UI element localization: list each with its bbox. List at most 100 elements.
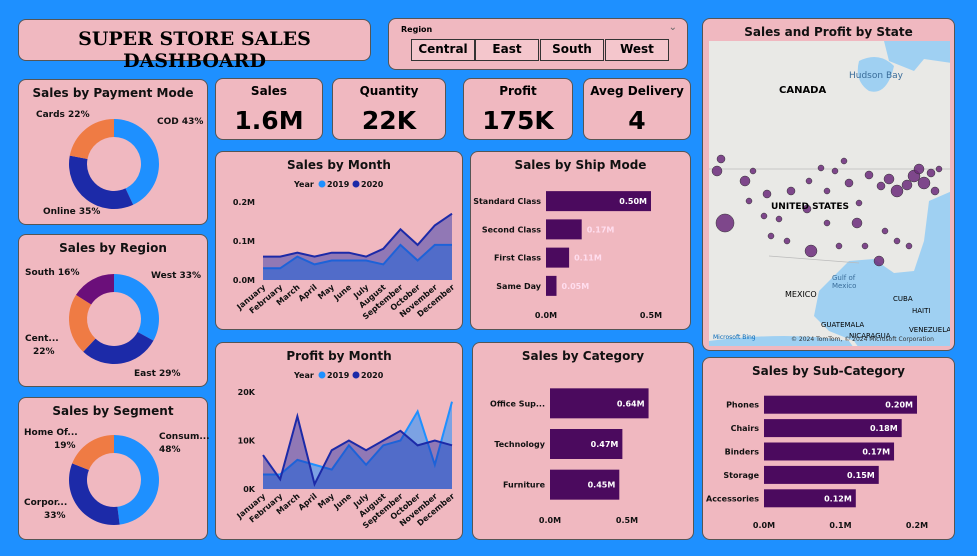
- line-series-2020[interactable]: [262, 412, 453, 487]
- bar-first-class[interactable]: [546, 247, 570, 268]
- state-bubble[interactable]: [804, 244, 818, 258]
- state-bubble[interactable]: [864, 170, 874, 180]
- state-bubble[interactable]: [861, 242, 869, 250]
- bar-value-label: 0.47M: [591, 440, 619, 449]
- state-bubble[interactable]: [840, 157, 848, 165]
- bar-category-label: Binders: [725, 448, 760, 457]
- map-label-mexico: MEXICO: [785, 290, 817, 299]
- state-bubble[interactable]: [775, 215, 783, 223]
- state-bubble[interactable]: [745, 197, 753, 205]
- bar-binders[interactable]: [764, 442, 895, 461]
- state-bubble[interactable]: [762, 189, 772, 199]
- state-bubble[interactable]: [855, 199, 863, 207]
- region-card: Sales by Region West 33% South 16% Cent.…: [18, 234, 208, 387]
- slicer-option-south[interactable]: South: [540, 39, 604, 61]
- state-bubble[interactable]: [893, 237, 901, 245]
- state-bubble[interactable]: [760, 212, 768, 220]
- bar-category-label: First Class: [494, 254, 541, 263]
- bar-phones[interactable]: [764, 395, 917, 414]
- slicer-label: Region: [401, 25, 433, 34]
- state-bubble[interactable]: [835, 242, 843, 250]
- slicer-chevron-icon[interactable]: ⌄: [668, 22, 677, 33]
- line-series-2019[interactable]: [263, 401, 453, 476]
- state-bubble[interactable]: [926, 168, 936, 178]
- bar-second-class[interactable]: [546, 219, 582, 240]
- bar-value-label: 0.18M: [870, 424, 898, 433]
- slicer-option-east[interactable]: East: [475, 39, 539, 61]
- donut-slice-online[interactable]: [69, 155, 134, 209]
- kpi-value: 1.6M: [234, 106, 304, 135]
- bar-accessories[interactable]: [764, 489, 856, 508]
- card-title: Sales by Category: [521, 349, 645, 363]
- donut-slice-consumer[interactable]: [114, 435, 160, 525]
- bar-chairs[interactable]: [764, 419, 902, 438]
- state-bubble[interactable]: [881, 227, 889, 235]
- state-bubble[interactable]: [802, 204, 812, 214]
- donut-slice-west[interactable]: [114, 274, 159, 341]
- land: [709, 41, 950, 346]
- state-bubble[interactable]: [913, 163, 925, 175]
- state-map-card: Sales and Profit by State CANADA Hudson …: [702, 18, 955, 351]
- legend-2020: 2020: [361, 371, 384, 380]
- state-bubble[interactable]: [930, 186, 940, 196]
- kpi-value: 22K: [361, 106, 417, 135]
- segment-home-value: 19%: [54, 441, 76, 451]
- state-map[interactable]: CANADA Hudson Bay UNITED STATES MEXICO G…: [709, 41, 950, 346]
- state-bubble[interactable]: [823, 187, 831, 195]
- state-bubble[interactable]: [831, 167, 839, 175]
- segment-card: Sales by Segment Consum... 48% Home Of..…: [18, 397, 209, 540]
- state-bubble[interactable]: [883, 173, 895, 185]
- state-bubble[interactable]: [711, 165, 723, 177]
- state-bubble[interactable]: [844, 178, 854, 188]
- card-title: Profit by Month: [286, 349, 392, 363]
- state-bubble[interactable]: [876, 181, 886, 191]
- state-bubble[interactable]: [905, 242, 913, 250]
- donut-slice-cards[interactable]: [69, 119, 114, 159]
- state-bubble[interactable]: [786, 186, 796, 196]
- bar-category-label: Second Class: [482, 225, 541, 234]
- x-tick-label: April: [297, 282, 319, 303]
- bar-furniture[interactable]: [550, 469, 620, 500]
- state-bubble[interactable]: [851, 217, 863, 229]
- state-bubble[interactable]: [767, 232, 775, 240]
- bar-same-day[interactable]: [546, 275, 557, 296]
- map-label-nicaragua: NICARAGUA: [849, 332, 891, 340]
- card-title: Sales by Sub-Category: [751, 364, 905, 378]
- slicer-option-central[interactable]: Central: [411, 39, 475, 61]
- x-tick-label: June: [331, 282, 353, 303]
- payment-cards-label: Cards 22%: [36, 110, 90, 120]
- bar-office-sup-[interactable]: [550, 388, 649, 419]
- line-series-2020[interactable]: [263, 212, 453, 258]
- state-bubble[interactable]: [823, 219, 831, 227]
- x-tick-label: June: [331, 491, 353, 512]
- slicer-option-west[interactable]: West: [605, 39, 669, 61]
- state-bubble[interactable]: [901, 179, 913, 191]
- state-bubble[interactable]: [935, 165, 943, 173]
- state-bubble[interactable]: [817, 164, 825, 172]
- map-label-canada: CANADA: [779, 85, 827, 96]
- bar-standard-class[interactable]: [546, 191, 651, 212]
- state-bubble[interactable]: [715, 213, 735, 233]
- state-bubble[interactable]: [805, 177, 813, 185]
- state-bubble[interactable]: [749, 167, 757, 175]
- donut-slice-corporate[interactable]: [69, 463, 120, 525]
- payment-online-label: Online 35%: [43, 207, 100, 217]
- bar-category-label: Same Day: [496, 282, 542, 291]
- state-bubble[interactable]: [873, 255, 885, 267]
- bar-technology[interactable]: [550, 429, 623, 459]
- line-series-2019[interactable]: [263, 243, 452, 270]
- kpi-profit-card: Profit 175K: [463, 78, 573, 140]
- donut-slice-south[interactable]: [76, 274, 114, 305]
- donut-slice-home-office[interactable]: [72, 435, 114, 471]
- region-central-value: 22%: [33, 347, 55, 357]
- donut-slice-east[interactable]: [83, 332, 154, 364]
- donut-slice-central[interactable]: [69, 294, 96, 352]
- state-bubble[interactable]: [890, 184, 904, 198]
- state-bubble[interactable]: [783, 237, 791, 245]
- state-bubble[interactable]: [739, 175, 751, 187]
- state-bubble[interactable]: [716, 154, 726, 164]
- donut-slice-cod[interactable]: [114, 119, 159, 205]
- bar-storage[interactable]: [764, 465, 879, 484]
- state-bubble[interactable]: [917, 176, 931, 190]
- area-series-2020: [263, 213, 452, 280]
